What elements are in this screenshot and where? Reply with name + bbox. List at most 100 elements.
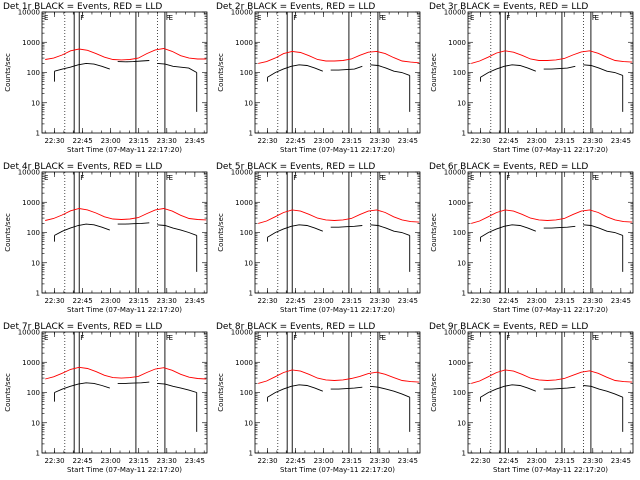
y-tick-label: 100: [453, 69, 466, 77]
series-events-segment: [543, 225, 576, 229]
y-axis-label: Counts/sec: [4, 53, 12, 92]
plot-frame: [254, 11, 421, 134]
y-tick-label: 1: [36, 290, 40, 298]
x-tick-label: 23:30: [370, 137, 390, 145]
y-tick-label: 10: [31, 99, 40, 107]
x-tick-label: 23:45: [611, 137, 631, 145]
series-lld-line: [471, 50, 633, 64]
marker-label-f: F: [592, 14, 596, 22]
x-tick-label: 22:30: [470, 297, 490, 305]
x-axis-label: Start Time (07-May-11 22:17:20): [67, 466, 182, 474]
marker-label-f: F: [80, 174, 84, 182]
series-events-segment: [480, 384, 536, 398]
x-tick-label: 23:15: [342, 137, 362, 145]
marker-label-f: F: [293, 14, 297, 22]
series-events-segment: [330, 225, 363, 228]
y-tick-label: 10000: [18, 329, 40, 337]
x-tick-label: 23:15: [129, 137, 149, 145]
y-tick-label: 1: [36, 450, 40, 458]
series-events-segment: [117, 60, 150, 63]
marker-label-e: E: [470, 174, 474, 182]
x-tick-label: 23:45: [185, 297, 205, 305]
marker-label-e: E: [44, 14, 48, 22]
series-lld-line: [258, 50, 420, 64]
x-tick-label: 22:30: [257, 457, 277, 465]
y-tick-label: 10000: [444, 329, 466, 337]
y-tick-label: 1000: [448, 39, 466, 47]
y-tick-label: 1: [249, 290, 253, 298]
series-events-segment: [330, 386, 363, 390]
x-axis-label: Start Time (07-May-11 22:17:20): [493, 306, 608, 314]
x-axis-label: Start Time (07-May-11 22:17:20): [280, 306, 395, 314]
y-tick-label: 100: [27, 69, 40, 77]
x-tick-label: 23:15: [129, 297, 149, 305]
marker-label-f: F: [592, 174, 596, 182]
x-tick-label: 23:00: [527, 297, 547, 305]
y-axis-label: Counts/sec: [217, 373, 225, 412]
series-lld-line: [45, 48, 207, 61]
y-tick-label: 10: [31, 259, 40, 267]
x-tick-label: 22:30: [257, 297, 277, 305]
y-tick-label: 100: [27, 229, 40, 237]
y-tick-label: 10000: [231, 9, 253, 17]
marker-label-f: F: [166, 174, 170, 182]
marker-label-e: E: [169, 334, 173, 342]
marker-label-e: E: [257, 174, 261, 182]
y-tick-label: 100: [453, 229, 466, 237]
x-tick-label: 23:30: [157, 137, 177, 145]
panel-title: Det 1r BLACK = Events, RED = LLD: [3, 2, 162, 12]
marker-label-e: E: [169, 14, 173, 22]
y-tick-label: 1000: [22, 359, 40, 367]
x-tick-label: 23:00: [101, 137, 121, 145]
y-tick-label: 1000: [235, 39, 253, 47]
marker-label-f: F: [379, 334, 383, 342]
x-tick-label: 22:30: [470, 137, 490, 145]
series-lld-line: [471, 209, 633, 224]
y-tick-label: 1000: [448, 199, 466, 207]
series-events-segment: [543, 386, 576, 390]
series-events-segment: [157, 224, 197, 236]
marker-label-e: E: [382, 14, 386, 22]
x-tick-label: 23:45: [398, 457, 418, 465]
series-events-segment: [330, 65, 363, 71]
series-events-segment: [54, 382, 110, 393]
series-events-segment: [117, 381, 150, 384]
x-tick-label: 23:15: [555, 137, 575, 145]
y-tick-label: 1000: [235, 359, 253, 367]
x-tick-label: 23:30: [157, 297, 177, 305]
y-tick-label: 100: [453, 389, 466, 397]
marker-label-e: E: [470, 14, 474, 22]
marker-label-e: E: [595, 334, 599, 342]
x-tick-label: 23:00: [101, 457, 121, 465]
x-tick-label: 22:30: [44, 297, 64, 305]
y-tick-label: 10: [244, 259, 253, 267]
y-tick-label: 10: [244, 419, 253, 427]
plot-frame: [467, 331, 634, 454]
panel-title: Det 7r BLACK = Events, RED = LLD: [3, 322, 162, 332]
y-tick-label: 1: [249, 450, 253, 458]
marker-label-e: E: [44, 174, 48, 182]
series-events-segment: [117, 222, 150, 225]
series-lld-line: [45, 366, 207, 380]
x-tick-label: 23:45: [398, 297, 418, 305]
x-axis-label: Start Time (07-May-11 22:17:20): [67, 146, 182, 154]
plot-frame: [254, 331, 421, 454]
series-events-segment: [370, 224, 410, 236]
y-tick-label: 1000: [448, 359, 466, 367]
y-tick-label: 100: [240, 389, 253, 397]
panel-5: Det 5r BLACK = Events, RED = LLD 1 10 100 10…: [216, 162, 421, 314]
x-tick-label: 22:45: [73, 137, 93, 145]
x-axis-label: Start Time (07-May-11 22:17:20): [280, 466, 395, 474]
panel-title: Det 2r BLACK = Events, RED = LLD: [216, 2, 375, 12]
panel-6: Det 6r BLACK = Events, RED = LLD 1 10 100 10…: [429, 162, 634, 314]
x-tick-label: 22:45: [73, 297, 93, 305]
y-tick-label: 1: [462, 130, 466, 138]
y-tick-label: 10: [457, 419, 466, 427]
y-axis-label: Counts/sec: [217, 53, 225, 92]
x-tick-label: 22:30: [44, 137, 64, 145]
series-events-segment: [543, 65, 576, 70]
x-tick-label: 22:45: [286, 137, 306, 145]
marker-label-e: E: [257, 14, 261, 22]
y-tick-label: 1: [462, 290, 466, 298]
